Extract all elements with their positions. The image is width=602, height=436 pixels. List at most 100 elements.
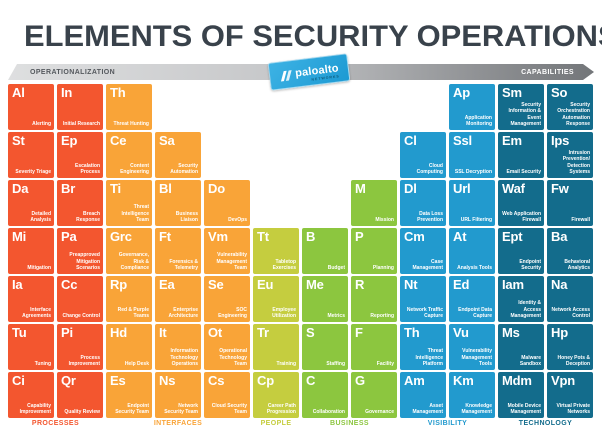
element-symbol: Eu	[257, 277, 274, 292]
element-symbol: Sa	[159, 133, 175, 148]
element-name: Alerting	[32, 120, 51, 127]
element-symbol: Ep	[61, 133, 78, 148]
element-name: Tuning	[34, 360, 51, 367]
element-name: Breach Response	[76, 210, 100, 223]
tile-tu-r6: Tu Tuning	[8, 324, 54, 370]
element-symbol: Ba	[551, 229, 568, 244]
element-symbol: Mdm	[502, 373, 532, 388]
tile-hd-r6: Hd Help Desk	[106, 324, 152, 370]
element-symbol: F	[355, 325, 363, 340]
element-name: Mitigation	[27, 264, 51, 271]
element-symbol: Na	[551, 277, 568, 292]
element-name: Security Orchestration Automation Respon…	[557, 102, 590, 127]
element-symbol: M	[355, 181, 366, 196]
element-symbol: Ea	[159, 277, 175, 292]
element-symbol: Br	[61, 181, 76, 196]
element-name: Security Automation	[170, 162, 198, 175]
element-name: Interface Agreements	[22, 306, 51, 319]
tile-qr-r7: Qr Quality Review	[57, 372, 103, 418]
element-name: Network Access Control	[551, 306, 590, 319]
element-symbol: Pa	[61, 229, 77, 244]
element-name: Escalation Process	[74, 162, 100, 175]
tile-es-r7: Es Endpoint Security Team	[106, 372, 152, 418]
element-symbol: Waf	[502, 181, 525, 196]
tile-ms-r6: Ms Malware Sandbox	[498, 324, 544, 370]
element-name: Process Improvement	[68, 354, 100, 367]
element-name: Endpoint Security	[519, 258, 541, 271]
element-name: Asset Management	[412, 402, 443, 415]
tile-ep-r2: Ep Escalation Process	[57, 132, 103, 178]
tile-r-r5: R Reporting	[351, 276, 397, 322]
element-name: Behavioral Analytics	[564, 258, 590, 271]
element-symbol: Dl	[404, 181, 417, 196]
tile-f-r6: F Facility	[351, 324, 397, 370]
element-symbol: Ia	[12, 277, 23, 292]
element-name: Help Desk	[124, 360, 149, 367]
element-symbol: Cc	[61, 277, 78, 292]
element-name: Forensics & Telemetry	[169, 258, 198, 271]
element-name: SOC Engineering	[218, 306, 247, 319]
operationalization-label: OPERATIONALIZATION	[30, 68, 116, 76]
element-name: Cloud Security Team	[211, 402, 247, 415]
element-name: Vulnerability Management Team	[216, 252, 247, 271]
element-symbol: It	[159, 325, 167, 340]
tile-th-r1: Th Threat Hunting	[106, 84, 152, 130]
tile-s-r6: S Staffing	[302, 324, 348, 370]
tile-tr-r6: Tr Training	[253, 324, 299, 370]
paloalto-logo: paloalto NETWORKS	[267, 53, 351, 91]
element-symbol: Sm	[502, 85, 522, 100]
element-name: Operational Technology Team	[219, 348, 247, 367]
element-symbol: Al	[12, 85, 25, 100]
tile-br-r3: Br Breach Response	[57, 180, 103, 226]
tile-ce-r2: Ce Content Engineering	[106, 132, 152, 178]
element-symbol: P	[355, 229, 364, 244]
tile-tt-r4: Tt Tabletop Exercises	[253, 228, 299, 274]
tile-se-r5: Se SOC Engineering	[204, 276, 250, 322]
category-label-technology: TECHNOLOGY	[518, 420, 573, 427]
element-name: Tabletop Exercises	[272, 258, 296, 271]
element-name: Case Management	[412, 258, 443, 271]
element-symbol: Ssl	[453, 133, 472, 148]
tile-vu-r6: Vu Vulnerability Management Tools	[449, 324, 495, 370]
tile-vm-r4: Vm Vulnerability Management Team	[204, 228, 250, 274]
element-symbol: Tu	[12, 325, 27, 340]
element-symbol: Ft	[159, 229, 171, 244]
element-symbol: Ips	[551, 133, 570, 148]
tile-ti-r3: Ti Threat Intelligence Team	[106, 180, 152, 226]
tile-cs-r7: Cs Cloud Security Team	[204, 372, 250, 418]
element-name: Quality Review	[64, 408, 100, 415]
element-symbol: Hp	[551, 325, 568, 340]
tile-ci-r7: Ci Capability Improvement	[8, 372, 54, 418]
tile-fw-r3: Fw Firewall	[547, 180, 593, 226]
tile-km-r7: Km Knowledge Management	[449, 372, 495, 418]
tile-m-r3: M Mission	[351, 180, 397, 226]
tile-g-r7: G Governance	[351, 372, 397, 418]
element-name: Web Application Firewall	[502, 210, 541, 223]
element-symbol: Tt	[257, 229, 269, 244]
tile-url-r3: Url URL Filtering	[449, 180, 495, 226]
element-symbol: Th	[110, 85, 126, 100]
tile-b-r4: B Budget	[302, 228, 348, 274]
element-symbol: In	[61, 85, 73, 100]
element-symbol: Hd	[110, 325, 127, 340]
element-name: Metrics	[327, 312, 345, 319]
element-symbol: R	[355, 277, 365, 292]
element-name: Training	[276, 360, 296, 367]
tile-in-r1: In Initial Research	[57, 84, 103, 130]
element-name: Reporting	[370, 312, 394, 319]
element-symbol: Am	[404, 373, 425, 388]
element-name: Employee Utilization	[272, 306, 296, 319]
paloalto-logo-icon	[279, 68, 294, 82]
element-name: Virtual Private Networks	[556, 402, 590, 415]
element-symbol: B	[306, 229, 316, 244]
tile-dl-r3: Dl Data Loss Prevention	[400, 180, 446, 226]
element-name: Analysis Tools	[457, 264, 492, 271]
elements-grid: Al Alerting In Initial Research Th Threat Hun…	[8, 84, 593, 418]
element-name: DevOps	[228, 216, 247, 223]
tile-al-r1: Al Alerting	[8, 84, 54, 130]
element-symbol: Rp	[110, 277, 127, 292]
tile-ia-r5: Ia Interface Agreements	[8, 276, 54, 322]
element-symbol: Ed	[453, 277, 470, 292]
element-symbol: Bl	[159, 181, 172, 196]
tile-ot-r6: Ot Operational Technology Team	[204, 324, 250, 370]
